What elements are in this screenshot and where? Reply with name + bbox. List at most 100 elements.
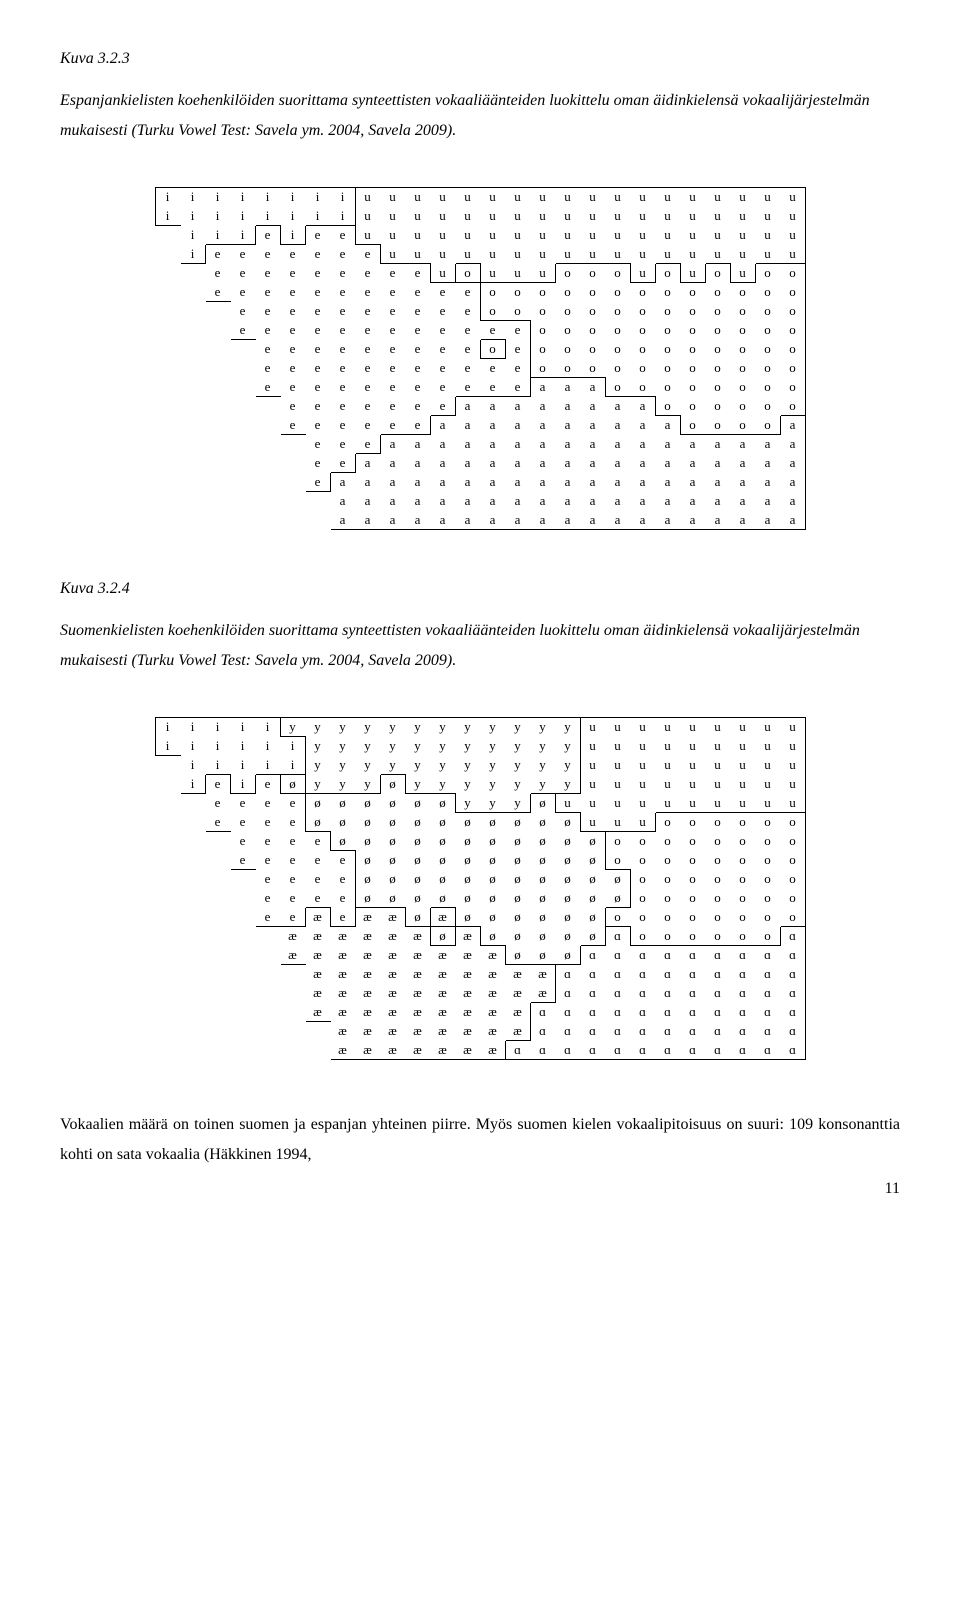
chart-cell: y [355, 774, 380, 793]
chart-cell: a [755, 491, 780, 510]
chart-cell [305, 510, 330, 529]
chart-cell: e [205, 812, 230, 831]
chart-cell: e [230, 282, 255, 301]
chart-cell: ø [555, 926, 580, 945]
chart-cell: ɑ [780, 926, 805, 945]
chart-cell: u [480, 225, 505, 244]
chart-cell: e [280, 850, 305, 869]
chart-cell: u [530, 263, 555, 282]
chart-cell: i [280, 225, 305, 244]
chart-cell: ɑ [630, 1021, 655, 1040]
chart-cell: ø [380, 869, 405, 888]
chart-cell: e [355, 263, 380, 282]
chart-cell: o [605, 907, 630, 926]
chart-cell [180, 793, 205, 812]
chart-cell: u [705, 774, 730, 793]
chart-cell: u [455, 187, 480, 206]
chart-cell: a [680, 434, 705, 453]
chart-cell: æ [330, 964, 355, 983]
chart-cell: o [680, 320, 705, 339]
chart-cell: ø [505, 926, 530, 945]
chart-cell: u [405, 225, 430, 244]
chart-cell [180, 1002, 205, 1021]
chart-cell: ø [530, 945, 555, 964]
chart-cell: o [730, 831, 755, 850]
chart-cell: e [230, 244, 255, 263]
chart-cell [280, 1002, 305, 1021]
chart-cell: o [580, 320, 605, 339]
chart-cell: æ [455, 1002, 480, 1021]
chart-cell: a [780, 510, 805, 529]
chart-cell: o [780, 377, 805, 396]
chart-cell: ɑ [730, 983, 755, 1002]
chart-cell: o [680, 415, 705, 434]
chart-cell: ɑ [755, 964, 780, 983]
chart-cell: e [455, 358, 480, 377]
chart-cell: u [730, 717, 755, 736]
chart-cell: u [680, 187, 705, 206]
chart-cell [230, 339, 255, 358]
chart-cell: u [430, 187, 455, 206]
chart-cell: ø [280, 774, 305, 793]
chart-cell: a [505, 510, 530, 529]
chart-cell: e [255, 793, 280, 812]
chart-cell: e [255, 301, 280, 320]
chart-cell: o [655, 263, 680, 282]
chart-cell: o [755, 377, 780, 396]
chart-cell: u [530, 244, 555, 263]
chart-cell: ɑ [630, 945, 655, 964]
chart-cell: i [305, 206, 330, 225]
chart-cell: a [655, 453, 680, 472]
chart-cell: o [755, 415, 780, 434]
chart-cell: u [380, 206, 405, 225]
chart-cell: e [305, 339, 330, 358]
chart-cell [280, 1021, 305, 1040]
chart-cell: u [655, 717, 680, 736]
chart-cell: i [255, 206, 280, 225]
chart-cell: ɑ [655, 983, 680, 1002]
chart-cell: æ [455, 1040, 480, 1059]
chart-cell: u [380, 244, 405, 263]
chart-cell: e [405, 320, 430, 339]
chart-cell: u [630, 736, 655, 755]
chart-cell: i [205, 225, 230, 244]
chart-cell: æ [480, 945, 505, 964]
chart-cell [180, 945, 205, 964]
chart-cell: ɑ [580, 1021, 605, 1040]
chart-cell: e [430, 396, 455, 415]
chart-cell [155, 453, 180, 472]
chart-cell: o [455, 263, 480, 282]
chart-cell [205, 377, 230, 396]
chart-cell: ø [530, 793, 555, 812]
chart-cell: ɑ [580, 1040, 605, 1059]
chart-cell: a [630, 453, 655, 472]
chart-cell: a [580, 434, 605, 453]
chart-cell: u [580, 717, 605, 736]
chart-cell: u [505, 206, 530, 225]
chart-cell: e [455, 377, 480, 396]
chart-cell: æ [480, 964, 505, 983]
chart-cell: ø [405, 850, 430, 869]
chart-cell: u [580, 206, 605, 225]
chart-cell: e [405, 301, 430, 320]
chart-cell: ø [555, 812, 580, 831]
chart-cell: æ [405, 1002, 430, 1021]
chart-cell: a [555, 472, 580, 491]
chart-cell: y [555, 717, 580, 736]
chart-cell: æ [305, 945, 330, 964]
chart-cell: æ [480, 1040, 505, 1059]
chart-cell: u [605, 225, 630, 244]
chart-cell: u [555, 244, 580, 263]
chart-cell: a [555, 377, 580, 396]
chart-cell: o [605, 282, 630, 301]
chart-cell: u [755, 793, 780, 812]
chart-cell: e [280, 320, 305, 339]
chart-cell [205, 320, 230, 339]
chart-cell: o [705, 812, 730, 831]
chart-cell: i [180, 755, 205, 774]
chart-cell: o [755, 263, 780, 282]
chart-cell: æ [455, 983, 480, 1002]
chart-cell: e [330, 358, 355, 377]
chart-cell: o [705, 396, 730, 415]
chart-cell: e [330, 339, 355, 358]
